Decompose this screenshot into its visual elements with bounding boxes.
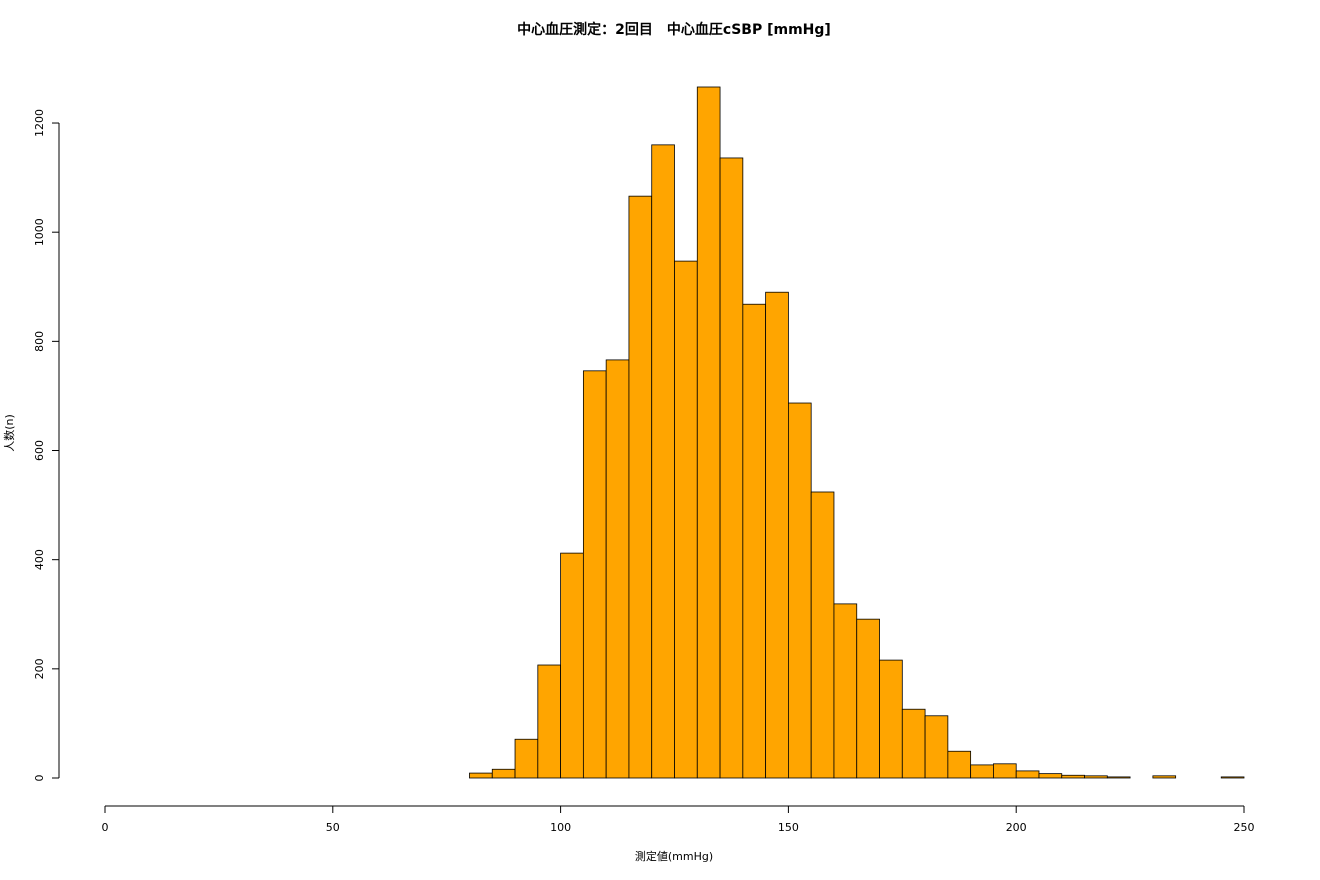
bar: [674, 260, 698, 779]
bar: [514, 738, 539, 779]
bar: [765, 291, 789, 779]
x-tick-label: 100: [550, 821, 571, 834]
bar: [719, 157, 744, 779]
bar: [537, 664, 562, 779]
bar: [1106, 776, 1131, 779]
bar: [1015, 770, 1040, 779]
chart-title: 中心血圧測定：2回目 中心血圧cSBP [mmHg]: [517, 21, 831, 38]
x-tick-label: 0: [102, 821, 109, 834]
bar: [993, 763, 1017, 779]
bar: [1084, 775, 1108, 779]
x-tick-label: 200: [1006, 821, 1027, 834]
bar: [924, 715, 949, 779]
bar: [879, 659, 903, 779]
y-tick-label: 0: [33, 775, 46, 782]
bar: [491, 768, 516, 779]
bar: [1061, 774, 1085, 779]
bar: [582, 370, 607, 779]
y-tick-label: 1200: [33, 109, 46, 137]
bar: [810, 491, 835, 779]
x-axis-label: 測定値(mmHg): [635, 849, 713, 863]
bar: [742, 303, 767, 779]
bar: [651, 144, 675, 779]
bar: [947, 750, 972, 779]
bar: [628, 195, 653, 779]
bar: [469, 772, 493, 779]
bar: [833, 603, 858, 779]
x-tick-label: 150: [778, 821, 799, 834]
bar: [856, 618, 880, 779]
bar: [560, 552, 584, 779]
x-tick-label: 250: [1234, 821, 1255, 834]
y-tick-label: 1000: [33, 218, 46, 246]
bar: [901, 708, 926, 779]
x-tick-label: 50: [326, 821, 340, 834]
y-tick-label: 400: [33, 549, 46, 570]
bar: [1220, 776, 1245, 779]
bar: [788, 402, 812, 779]
y-tick-label: 200: [33, 658, 46, 679]
y-axis-label: 人数(n): [3, 414, 16, 452]
y-tick-label: 800: [33, 331, 46, 352]
bar: [970, 764, 994, 779]
bar: [605, 359, 630, 779]
bar: [1038, 773, 1063, 779]
bar: [1152, 775, 1177, 779]
bar: [696, 86, 721, 779]
y-tick-label: 600: [33, 440, 46, 461]
